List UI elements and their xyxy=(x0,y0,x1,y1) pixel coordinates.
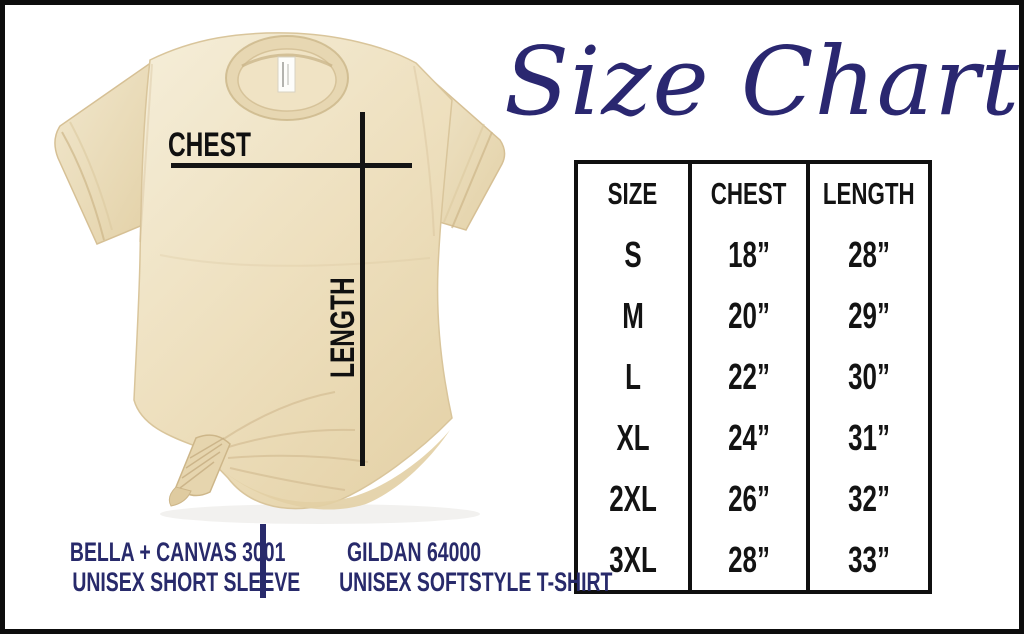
tee-body xyxy=(133,32,453,510)
table-cell-length-2xl: 32” xyxy=(848,477,890,519)
table-cell-size-xl: XL xyxy=(616,416,650,458)
table-cell-size-2xl: 2XL xyxy=(609,477,657,519)
table-cell-length-xl: 31” xyxy=(848,416,890,458)
size-chart-table: SIZE CHEST LENGTH S 18” 28” M 20” 29” L … xyxy=(574,160,932,594)
table-cell-size-s: S xyxy=(624,234,642,276)
length-label: LENGTH xyxy=(324,277,362,378)
left-sleeve xyxy=(54,60,153,245)
tshirt-photo xyxy=(54,32,506,524)
table-cell-chest-l: 22” xyxy=(687,346,811,408)
tee-shadow xyxy=(160,504,480,524)
table-header-chest: CHEST xyxy=(687,164,811,225)
chest-label-text: CHEST xyxy=(168,126,251,164)
table-cell-chest-xl: 24” xyxy=(687,407,811,469)
table-cell-size-l: L xyxy=(625,355,641,397)
page-title: Size Chart xyxy=(503,27,1021,137)
hem-flap xyxy=(212,430,450,510)
length-label-text: LENGTH xyxy=(324,277,362,378)
table-cell-chest-m: 20” xyxy=(687,285,811,347)
footer-gildan-line2: UNISEX SOFTSTYLE T-SHIRT xyxy=(339,567,613,597)
collar-tag xyxy=(277,56,296,93)
footer-gildan: GILDAN 64000 UNISEX SOFTSTYLE T-SHIRT xyxy=(286,537,612,597)
table-cell-size-3xl: 3XL xyxy=(609,538,657,580)
chest-measure-line xyxy=(171,163,412,168)
collar xyxy=(225,35,349,121)
knot xyxy=(168,434,231,507)
table-cell-size-m: M xyxy=(622,295,644,337)
footer-bella-line2: UNISEX SHORT SLEEVE xyxy=(72,567,301,597)
table-header-length: LENGTH xyxy=(823,176,915,212)
table-cell-length-m: 29” xyxy=(848,295,890,337)
footer-bella-canvas: BELLA + CANVAS 3001 UNISEX SHORT SLEEVE xyxy=(28,537,300,597)
footer-gildan-line1: GILDAN 64000 xyxy=(347,537,481,567)
table-cell-length-3xl: 33” xyxy=(848,538,890,580)
chest-label: CHEST xyxy=(168,128,283,162)
footer-divider xyxy=(260,524,266,598)
footer-bella-line1: BELLA + CANVAS 3001 xyxy=(69,537,286,567)
table-cell-chest-2xl: 26” xyxy=(687,468,811,530)
table-cell-chest-3xl: 28” xyxy=(687,529,811,590)
table-cell-length-s: 28” xyxy=(848,234,890,276)
length-measure-line xyxy=(360,112,365,466)
table-header-size: SIZE xyxy=(608,176,658,212)
table-cell-length-l: 30” xyxy=(848,355,890,397)
table-cell-chest-s: 18” xyxy=(687,224,811,286)
fabric-wrinkles xyxy=(139,63,435,491)
